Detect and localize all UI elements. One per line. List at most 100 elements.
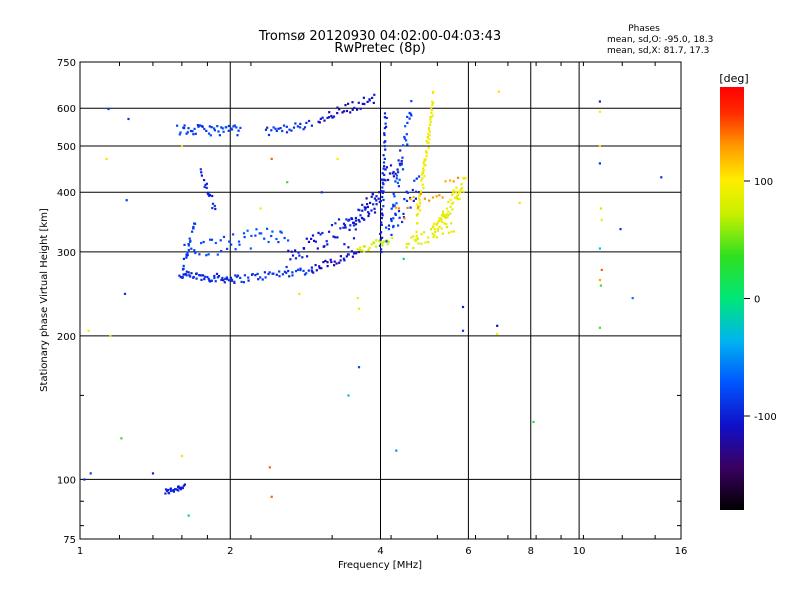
- data-point: [194, 251, 197, 255]
- data-point: [347, 246, 350, 249]
- data-point: [455, 186, 458, 189]
- data-point: [435, 195, 438, 198]
- data-point: [378, 200, 381, 204]
- data-point: [172, 490, 175, 493]
- data-point: [361, 209, 364, 212]
- data-point: [375, 199, 378, 202]
- data-point: [384, 122, 387, 125]
- data-point: [660, 176, 663, 179]
- data-point: [377, 197, 380, 200]
- data-point: [219, 239, 222, 242]
- data-point: [194, 132, 197, 135]
- data-point: [303, 273, 307, 276]
- data-point: [371, 193, 374, 196]
- data-point: [394, 212, 397, 215]
- x-axis-label: Frequency [MHz]: [338, 560, 422, 571]
- data-point: [402, 257, 405, 260]
- data-point: [370, 195, 373, 198]
- data-point: [378, 244, 382, 247]
- data-point: [185, 256, 188, 259]
- data-point: [370, 209, 373, 212]
- data-point: [387, 224, 391, 227]
- data-point: [456, 176, 460, 179]
- chart-subtitle: RwPretec (8p): [334, 41, 425, 56]
- data-point: [285, 125, 288, 128]
- data-point: [381, 236, 384, 239]
- x-tick-label: 1: [77, 546, 83, 557]
- data-point: [323, 119, 326, 122]
- data-point: [187, 243, 190, 246]
- data-point: [222, 235, 226, 238]
- data-point: [379, 238, 382, 241]
- data-point: [381, 186, 384, 189]
- data-point: [189, 239, 192, 242]
- data-point: [151, 472, 155, 475]
- data-point: [279, 127, 282, 130]
- data-point: [380, 231, 383, 234]
- data-point: [449, 212, 452, 215]
- data-point: [213, 274, 216, 278]
- data-point: [189, 129, 193, 133]
- data-point: [419, 190, 422, 193]
- y-tick-label: 100: [57, 475, 76, 486]
- data-point: [247, 279, 250, 282]
- data-point: [532, 420, 535, 424]
- data-point: [178, 274, 181, 277]
- data-point: [599, 207, 602, 210]
- data-point: [232, 125, 235, 128]
- data-point: [419, 192, 422, 195]
- data-point: [403, 135, 406, 139]
- data-point: [412, 196, 415, 199]
- data-point: [270, 157, 273, 160]
- data-point: [378, 191, 381, 194]
- data-point: [598, 162, 601, 165]
- data-point: [313, 239, 316, 242]
- data-point: [263, 271, 266, 274]
- data-point: [217, 130, 220, 133]
- data-point: [422, 231, 426, 234]
- data-point: [239, 126, 242, 129]
- data-point: [256, 272, 259, 275]
- data-point: [314, 240, 317, 243]
- data-point: [366, 205, 369, 209]
- data-point: [407, 242, 410, 245]
- data-point: [184, 273, 187, 276]
- data-point: [233, 280, 236, 283]
- data-point: [383, 173, 386, 176]
- data-point: [236, 134, 239, 137]
- data-point: [362, 96, 365, 99]
- data-point: [427, 236, 430, 239]
- x-tick-label: 10: [573, 546, 586, 557]
- data-point: [363, 218, 366, 221]
- data-point: [354, 228, 357, 231]
- data-point: [403, 217, 406, 220]
- plot-frame: [79, 61, 682, 540]
- data-point: [270, 234, 273, 238]
- data-point: [234, 274, 237, 277]
- data-point: [394, 213, 397, 216]
- data-point: [445, 207, 448, 210]
- data-point: [351, 101, 354, 104]
- data-point: [344, 104, 347, 107]
- data-point: [356, 297, 359, 300]
- data-point: [460, 183, 463, 186]
- data-point: [201, 125, 204, 128]
- data-point: [428, 138, 431, 141]
- data-point: [434, 230, 437, 233]
- data-point: [207, 132, 211, 135]
- data-point: [452, 191, 455, 194]
- data-point: [402, 212, 405, 215]
- data-point: [450, 222, 453, 225]
- data-point: [421, 183, 424, 186]
- data-point: [349, 111, 352, 114]
- data-point: [398, 178, 401, 181]
- data-point: [421, 177, 424, 180]
- data-point: [424, 150, 428, 153]
- data-point: [435, 236, 438, 239]
- data-point: [87, 329, 90, 332]
- data-point: [461, 186, 464, 189]
- data-point: [401, 156, 404, 159]
- data-point: [366, 203, 369, 206]
- data-point: [417, 206, 420, 209]
